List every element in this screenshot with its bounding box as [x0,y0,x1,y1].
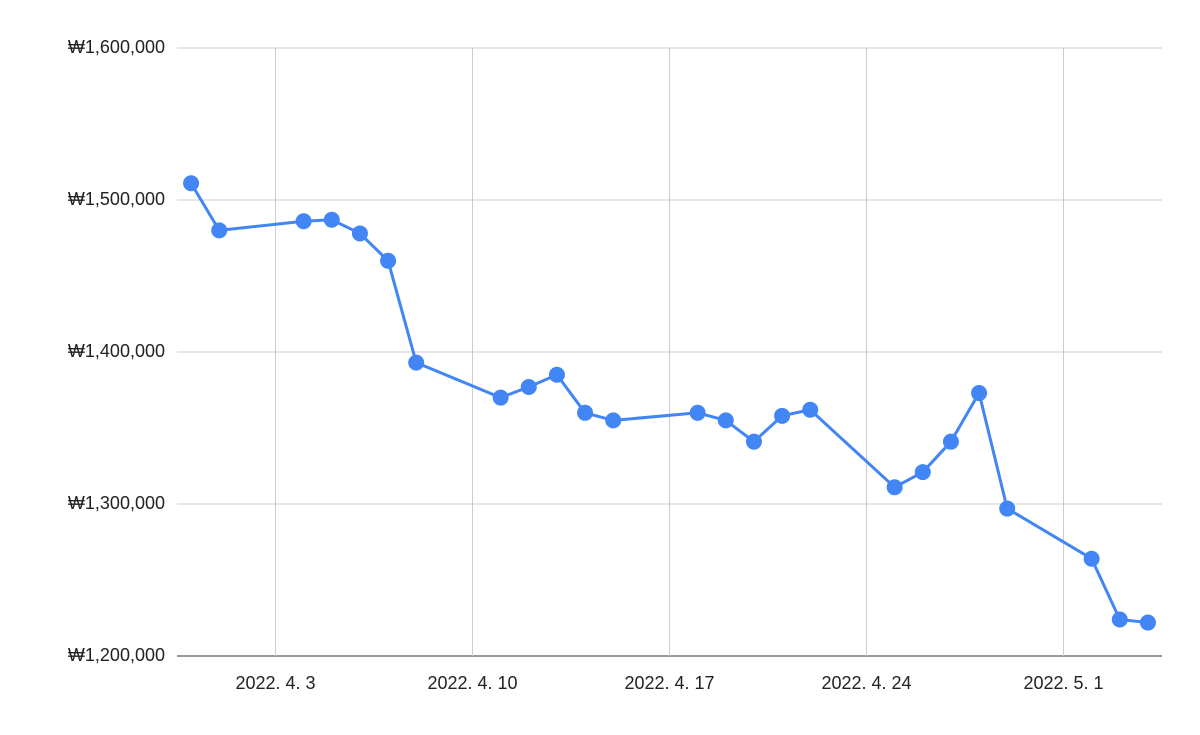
data-point [1139,614,1156,631]
data-point [577,404,594,421]
y-tick-label: ₩1,300,000 [68,493,165,513]
y-tick-label: ₩1,400,000 [68,341,165,361]
data-point [323,211,340,228]
data-point [999,500,1016,517]
data-point [689,404,706,421]
y-tick-label: ₩1,500,000 [68,189,165,209]
x-tick-label: 2022. 4. 24 [821,673,911,693]
x-tick-label: 2022. 5. 1 [1023,673,1103,693]
y-tick-label: ₩1,200,000 [68,645,165,665]
data-point [886,479,903,496]
x-tick-label: 2022. 4. 17 [624,673,714,693]
data-point [520,378,537,395]
data-point [183,175,200,192]
data-point [295,213,312,230]
data-point [1111,611,1128,628]
x-tick-label: 2022. 4. 3 [235,673,315,693]
data-point [774,407,791,424]
data-point [971,385,988,402]
data-point [548,366,565,383]
data-point [211,222,228,239]
data-point [605,412,622,429]
data-point [408,354,425,371]
data-point [351,225,368,242]
x-tick-label: 2022. 4. 10 [427,673,517,693]
data-point [745,433,762,450]
data-point [802,401,819,418]
data-point [942,433,959,450]
y-tick-label: ₩1,600,000 [68,37,165,57]
data-point [717,412,734,429]
data-point [492,389,509,406]
data-point [1083,550,1100,567]
data-point [914,464,931,481]
data-point [380,252,397,269]
